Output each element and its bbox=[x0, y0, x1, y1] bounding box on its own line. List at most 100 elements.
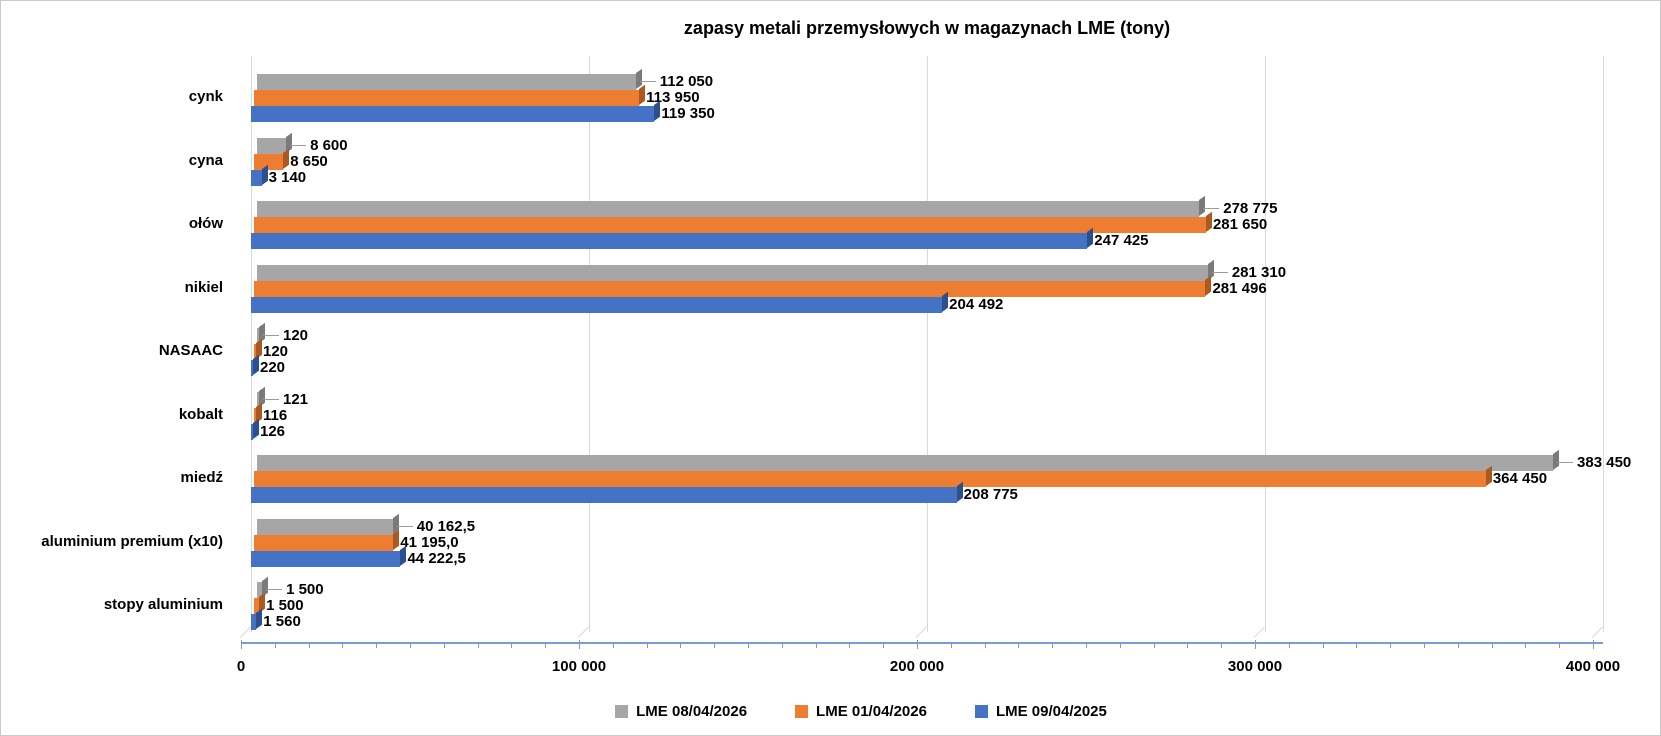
x-axis-minor-tick bbox=[1424, 642, 1425, 648]
legend-swatch-lme-01-04-2026 bbox=[795, 705, 809, 718]
bar-lme-08-04-2026 bbox=[257, 386, 265, 408]
x-axis-major-tick bbox=[579, 640, 580, 649]
chart-title: zapasy metali przemysłowych w magazynach… bbox=[683, 18, 1171, 38]
gridline-floor-connector bbox=[1591, 626, 1603, 638]
category-label: kobalt bbox=[178, 405, 223, 423]
x-axis-minor-tick bbox=[1390, 642, 1392, 648]
category-label: ołów bbox=[188, 215, 223, 232]
legend-label: LME 01/04/2026 bbox=[816, 703, 927, 720]
legend-swatch-lme-09-04-2025 bbox=[974, 705, 988, 718]
x-axis-major-tick bbox=[241, 640, 242, 649]
x-axis-minor-tick bbox=[646, 642, 648, 648]
bar-lme-01-04-2026 bbox=[254, 465, 1492, 487]
bar-lme-08-04-2026 bbox=[257, 259, 1214, 281]
data-label: 1 500 bbox=[286, 581, 324, 598]
bar-3d-end-cap bbox=[1205, 275, 1212, 296]
bar-lme-09-04-2025 bbox=[251, 354, 259, 376]
data-label: 8 650 bbox=[290, 152, 328, 170]
data-label: 364 450 bbox=[1492, 470, 1548, 487]
bar-3d-end-cap bbox=[393, 529, 400, 550]
x-axis-minor-tick bbox=[781, 642, 783, 648]
data-label-leader-line bbox=[1211, 271, 1228, 273]
category-label: NASAAC bbox=[158, 342, 223, 359]
data-label: 41 195,0 bbox=[400, 533, 459, 551]
category-label: stopy aluminium bbox=[103, 596, 223, 613]
x-axis-minor-tick bbox=[1153, 642, 1155, 648]
x-axis-minor-tick bbox=[1221, 642, 1223, 648]
data-label-leader-line bbox=[1203, 208, 1220, 209]
bar-lme-08-04-2026 bbox=[257, 576, 269, 598]
bar-3d-end-cap bbox=[654, 100, 661, 121]
legend-item: LME 08/04/2026 bbox=[615, 703, 747, 720]
x-axis-minor-tick bbox=[984, 642, 986, 648]
x-axis-minor-tick bbox=[511, 642, 513, 648]
x-axis-minor-tick bbox=[545, 642, 547, 648]
x-axis-minor-tick bbox=[308, 642, 310, 648]
data-label: 383 450 bbox=[1577, 454, 1632, 471]
data-label: 1 560 bbox=[263, 613, 301, 630]
x-axis-line bbox=[241, 642, 1603, 644]
bar-lme-01-04-2026 bbox=[254, 84, 646, 106]
legend-item: LME 01/04/2026 bbox=[795, 703, 927, 720]
bar-lme-01-04-2026 bbox=[254, 148, 290, 170]
bar-3d-end-cap bbox=[639, 84, 646, 105]
x-axis-major-tick bbox=[1255, 640, 1256, 649]
data-label: 281 496 bbox=[1212, 279, 1267, 297]
data-label: 220 bbox=[260, 359, 286, 376]
bar-3d-end-cap bbox=[1205, 211, 1212, 232]
x-axis-minor-tick bbox=[714, 642, 716, 648]
data-label: 40 162,5 bbox=[416, 517, 476, 535]
data-label: 119 350 bbox=[661, 105, 715, 122]
major-gridline bbox=[1603, 56, 1604, 632]
x-axis-major-tick bbox=[1593, 640, 1594, 649]
legend-label: LME 09/04/2025 bbox=[995, 703, 1107, 720]
gridline-floor-connector bbox=[1253, 626, 1265, 638]
bar-lme-09-04-2025 bbox=[251, 545, 407, 567]
legend: LME 08/04/2026 LME 01/04/2026 LME 09/04/20… bbox=[61, 703, 1660, 720]
data-label-leader-line bbox=[263, 398, 279, 400]
x-axis-minor-tick bbox=[410, 642, 411, 648]
bar-3d-end-cap bbox=[956, 481, 963, 502]
data-label-leader-line bbox=[290, 144, 307, 146]
bar-3d-end-cap bbox=[1087, 227, 1094, 248]
gridline-floor-connector bbox=[915, 626, 927, 638]
bar-lme-09-04-2025 bbox=[251, 164, 268, 186]
x-axis-minor-tick bbox=[1018, 642, 1020, 648]
bar-lme-09-04-2025 bbox=[251, 291, 949, 313]
x-axis-minor-tick bbox=[883, 642, 885, 648]
bar-lme-08-04-2026 bbox=[257, 195, 1206, 217]
data-label: 112 050 bbox=[659, 73, 714, 90]
x-axis-minor-tick bbox=[274, 642, 276, 648]
x-axis-minor-tick bbox=[680, 642, 682, 648]
x-axis-minor-tick bbox=[1559, 642, 1561, 648]
bar-lme-08-04-2026 bbox=[257, 449, 1560, 471]
bar-lme-09-04-2025 bbox=[251, 418, 259, 440]
category-label: cynk bbox=[188, 88, 223, 105]
x-axis-minor-tick bbox=[1356, 642, 1358, 648]
data-label: 44 222,5 bbox=[407, 549, 466, 567]
x-axis-tick-label: 400 000 bbox=[1565, 658, 1621, 675]
x-axis-minor-tick bbox=[1086, 642, 1087, 648]
x-axis-minor-tick bbox=[1119, 642, 1121, 648]
bar-3d-end-cap bbox=[253, 354, 259, 375]
data-label: 116 bbox=[263, 406, 288, 424]
bar-3d-end-cap bbox=[253, 418, 259, 439]
x-axis-minor-tick bbox=[815, 642, 817, 648]
data-label: 121 bbox=[283, 390, 309, 408]
x-axis-minor-tick bbox=[1457, 642, 1459, 648]
gridline-floor-connector bbox=[239, 626, 251, 638]
data-label: 208 775 bbox=[963, 486, 1018, 503]
x-axis-minor-tick bbox=[849, 642, 851, 648]
x-axis-minor-tick bbox=[1288, 642, 1290, 648]
major-gridline bbox=[589, 56, 590, 632]
x-axis-minor-tick bbox=[748, 642, 749, 648]
bar-3d-end-cap bbox=[1199, 195, 1206, 216]
bar-lme-01-04-2026 bbox=[254, 338, 262, 360]
data-label: 281 310 bbox=[1231, 263, 1287, 281]
x-axis-minor-tick bbox=[376, 642, 378, 648]
bar-3d-end-cap bbox=[400, 545, 407, 566]
bar-lme-08-04-2026 bbox=[257, 513, 399, 535]
data-label-leader-line bbox=[263, 335, 279, 336]
bar-lme-08-04-2026 bbox=[257, 322, 265, 344]
